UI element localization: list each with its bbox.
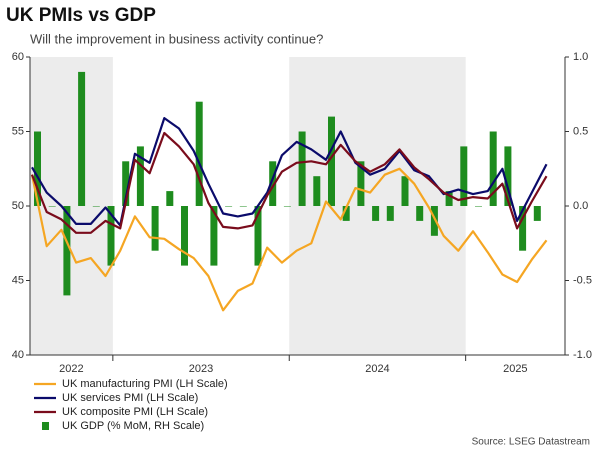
gdp-bar [357, 161, 365, 206]
x-tick-label: 2024 [365, 363, 389, 375]
gdp-bar [63, 206, 71, 296]
chart-title: UK PMIs vs GDP [6, 5, 156, 26]
x-tick-label: 2023 [189, 363, 213, 375]
gdp-bar [416, 206, 424, 221]
source: Source: LSEG Datastream [472, 437, 590, 448]
pmi-line [30, 131, 548, 234]
y-tick-label: 45 [12, 274, 24, 286]
gdp-bar [460, 146, 468, 206]
gdp-bar [269, 161, 277, 206]
gdp-bar [313, 176, 321, 206]
gdp-bar [181, 206, 188, 266]
gdp-bar [372, 206, 380, 221]
legend-swatch [42, 422, 49, 430]
y-tick-label: 60 [12, 51, 24, 63]
pmi-line [31, 117, 548, 227]
gdp-bar [48, 206, 56, 207]
y2-tick-label: 0.0 [573, 200, 588, 212]
gdp-bar [489, 131, 497, 206]
gdp-bar [136, 146, 144, 206]
gdp-bar [78, 71, 86, 207]
chart-subtitle: Will the improvement in business activit… [30, 31, 323, 46]
y-tick-label: 50 [12, 200, 24, 212]
gdp-bar [34, 131, 41, 206]
y-tick-label: 40 [12, 349, 24, 361]
x-tick-label: 2025 [503, 363, 527, 375]
gdp-bar [504, 146, 512, 206]
y2-tick-label: 0.5 [573, 125, 588, 137]
gdp-bar [239, 206, 247, 207]
y2-tick-label: -1.0 [573, 349, 592, 361]
gdp-bar [283, 206, 291, 207]
y2-tick-label: 1.0 [573, 51, 588, 63]
gdp-bar [210, 206, 218, 266]
gdp-bar [92, 206, 100, 207]
legend-label: UK manufacturing PMI (LH Scale) [62, 378, 228, 390]
year-shade [30, 57, 113, 355]
gdp-bar [386, 206, 394, 221]
legend-label: UK services PMI (LH Scale) [62, 392, 198, 404]
gdp-bar [519, 206, 527, 251]
gdp-bar [401, 176, 409, 206]
gdp-bar [151, 206, 159, 251]
pmi-line [30, 167, 548, 312]
gdp-bar [445, 191, 453, 206]
gdp-bar [430, 206, 438, 236]
gdp-bar [328, 116, 335, 206]
gdp-bar [107, 206, 115, 266]
x-tick-label: 2022 [59, 363, 83, 375]
legend-label: UK composite PMI (LH Scale) [62, 406, 208, 418]
gdp-bar [122, 161, 130, 206]
gdp-bar [475, 206, 482, 207]
gdp-bar [533, 206, 541, 221]
gdp-bar [195, 101, 203, 206]
y-tick-label: 55 [12, 125, 24, 137]
gdp-bar [342, 206, 350, 221]
gdp-bar [298, 131, 306, 206]
gdp-bar [225, 206, 233, 207]
gdp-bar [254, 206, 262, 266]
legend-label: UK GDP (% MoM, RH Scale) [62, 420, 204, 432]
gdp-bar [166, 191, 174, 206]
y2-tick-label: -0.5 [573, 274, 592, 286]
